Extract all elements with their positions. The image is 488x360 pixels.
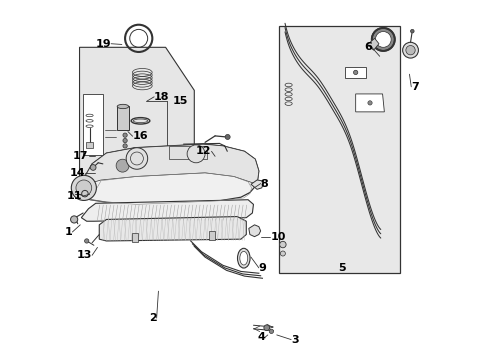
Polygon shape	[81, 200, 253, 221]
Polygon shape	[367, 39, 378, 50]
Text: 16: 16	[132, 131, 148, 141]
Polygon shape	[169, 146, 206, 159]
Circle shape	[264, 325, 269, 330]
Text: 14: 14	[69, 168, 85, 178]
Circle shape	[353, 70, 357, 75]
Ellipse shape	[237, 248, 249, 268]
Text: 15: 15	[172, 96, 188, 106]
Text: 12: 12	[196, 146, 211, 156]
Text: 18: 18	[154, 92, 169, 102]
Circle shape	[269, 329, 273, 333]
Bar	[86, 142, 93, 148]
Text: 2: 2	[148, 313, 156, 323]
Ellipse shape	[117, 104, 128, 109]
Circle shape	[90, 165, 96, 170]
Bar	[117, 107, 128, 130]
Polygon shape	[80, 47, 194, 180]
Circle shape	[224, 134, 230, 139]
Circle shape	[112, 155, 133, 176]
Circle shape	[116, 159, 129, 172]
Polygon shape	[355, 94, 384, 112]
Circle shape	[402, 42, 418, 58]
Text: 4: 4	[257, 332, 265, 342]
Text: 6: 6	[363, 42, 371, 52]
Text: 11: 11	[67, 191, 82, 201]
Polygon shape	[99, 217, 246, 241]
Circle shape	[122, 138, 127, 143]
Text: 9: 9	[258, 263, 266, 273]
Circle shape	[371, 28, 394, 51]
Text: 13: 13	[77, 250, 92, 260]
Circle shape	[84, 239, 89, 243]
Text: 5: 5	[337, 263, 345, 273]
Circle shape	[410, 30, 413, 33]
Circle shape	[375, 32, 390, 47]
Ellipse shape	[239, 251, 247, 265]
Text: 19: 19	[95, 39, 111, 49]
Bar	[278, 26, 400, 273]
Circle shape	[122, 133, 127, 137]
Circle shape	[71, 175, 96, 201]
Circle shape	[70, 216, 78, 223]
Text: 17: 17	[73, 150, 88, 161]
Polygon shape	[85, 144, 258, 184]
Polygon shape	[248, 225, 260, 237]
Circle shape	[126, 148, 147, 169]
Polygon shape	[81, 144, 258, 204]
Text: 7: 7	[410, 82, 418, 92]
Circle shape	[122, 144, 127, 148]
Circle shape	[81, 190, 88, 197]
Text: 8: 8	[260, 179, 268, 189]
Circle shape	[279, 241, 285, 248]
Bar	[83, 94, 102, 155]
Circle shape	[76, 180, 92, 196]
Bar	[344, 67, 366, 78]
Polygon shape	[250, 180, 263, 189]
Circle shape	[280, 251, 285, 256]
Text: 3: 3	[290, 334, 298, 345]
Bar	[208, 231, 215, 240]
Bar	[131, 233, 138, 242]
Text: 1: 1	[64, 227, 72, 237]
Circle shape	[367, 101, 371, 105]
Circle shape	[405, 45, 414, 55]
Text: 10: 10	[270, 232, 285, 242]
Circle shape	[187, 145, 204, 163]
